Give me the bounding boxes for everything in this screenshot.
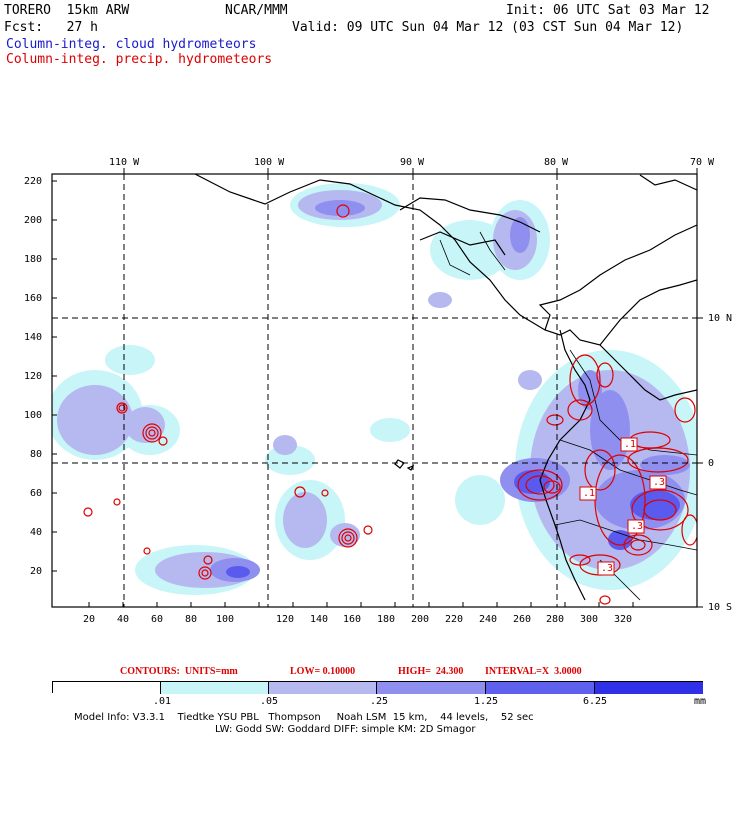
- x-tick-label: 280: [546, 614, 565, 625]
- lon-label-110w: 110 W: [109, 157, 140, 168]
- legend-swatch: [486, 682, 595, 694]
- x-tick-label: 20: [83, 614, 96, 625]
- cloud-field-label: Column-integ. cloud hydrometeors: [6, 37, 257, 52]
- legend-swatch: [377, 682, 486, 694]
- x-tick-label: 220: [445, 614, 464, 625]
- y-tick-label: 200: [24, 215, 43, 226]
- lat-label-10n: 10 N: [708, 313, 733, 324]
- y-tick-label: 80: [30, 449, 43, 460]
- lon-label-80w: 80 W: [544, 157, 569, 168]
- lon-label-100w: 100 W: [254, 157, 285, 168]
- x-tick-label: 140: [310, 614, 329, 625]
- legend-swatch: [269, 682, 377, 694]
- country-borders: [439, 231, 697, 601]
- model-title: TORERO 15km ARW: [4, 3, 130, 18]
- x-tick-label: 300: [580, 614, 599, 625]
- color-legend-bar: [52, 681, 703, 694]
- legend-unit: mm: [694, 696, 707, 707]
- y-tick-label: 220: [24, 176, 43, 187]
- contour-high: HIGH= 24.300: [398, 666, 464, 677]
- lat-label-10s: 10 S: [708, 602, 733, 613]
- contour-box-label: .1: [583, 488, 596, 499]
- contour-low: LOW= 0.10000: [290, 666, 356, 677]
- x-tick-label: 80: [185, 614, 198, 625]
- x-tick-label: 320: [614, 614, 633, 625]
- init-time: Init: 06 UTC Sat 03 Mar 12: [506, 3, 710, 18]
- lon-label-90w: 90 W: [400, 157, 425, 168]
- y-tick-label: 160: [24, 293, 43, 304]
- lat-label-equator: 0: [708, 458, 715, 469]
- x-tick-label: 40: [117, 614, 130, 625]
- y-tick-label: 60: [30, 488, 43, 499]
- x-tick-label: 180: [377, 614, 396, 625]
- legend-label: 1.25: [474, 696, 499, 707]
- legend-swatch: [595, 682, 703, 694]
- contour-box-label: .3: [631, 521, 644, 532]
- model-physics: LW: Godd SW: Goddard DIFF: simple KM: 2D…: [215, 724, 476, 735]
- contour-box-label: .3: [653, 477, 666, 488]
- map-plot: [51, 168, 703, 608]
- legend-label: .05: [260, 696, 279, 707]
- x-tick-label: 160: [343, 614, 362, 625]
- valid-time: Valid: 09 UTC Sun 04 Mar 12 (03 CST Sun …: [292, 20, 684, 35]
- axis-ticks: [52, 168, 703, 608]
- x-tick-label: 60: [151, 614, 164, 625]
- contour-label-boxes: [579, 437, 667, 576]
- legend-label: .25: [370, 696, 389, 707]
- precip-field-label: Column-integ. precip. hydrometeors: [6, 52, 273, 67]
- legend-label: 6.25: [583, 696, 608, 707]
- y-tick-label: 180: [24, 254, 43, 265]
- x-tick-label: 120: [276, 614, 295, 625]
- legend-swatch: [161, 682, 269, 694]
- y-tick-label: 40: [30, 527, 43, 538]
- x-tick-label: 260: [513, 614, 532, 625]
- lon-label-70w: 70 W: [690, 157, 715, 168]
- legend-label: .01: [153, 696, 172, 707]
- contour-interval: INTERVAL=X 3.0000: [485, 666, 582, 677]
- x-tick-label: 100: [216, 614, 235, 625]
- contour-units: CONTOURS: UNITS=mm: [120, 666, 238, 677]
- grid-lines: [52, 174, 697, 607]
- model-info: Model Info: V3.3.1 Tiedtke YSU PBL Thomp…: [74, 712, 534, 723]
- x-tick-label: 200: [411, 614, 430, 625]
- center-title: NCAR/MMM: [225, 3, 288, 18]
- contour-box-label: .3: [601, 563, 614, 574]
- y-tick-label: 100: [24, 410, 43, 421]
- y-tick-label: 20: [30, 566, 43, 577]
- legend-swatch: [53, 682, 161, 694]
- forecast-hour: Fcst: 27 h: [4, 20, 98, 35]
- x-tick-label: 240: [479, 614, 498, 625]
- contour-box-label: .1: [624, 439, 637, 450]
- y-tick-label: 120: [24, 371, 43, 382]
- y-tick-label: 140: [24, 332, 43, 343]
